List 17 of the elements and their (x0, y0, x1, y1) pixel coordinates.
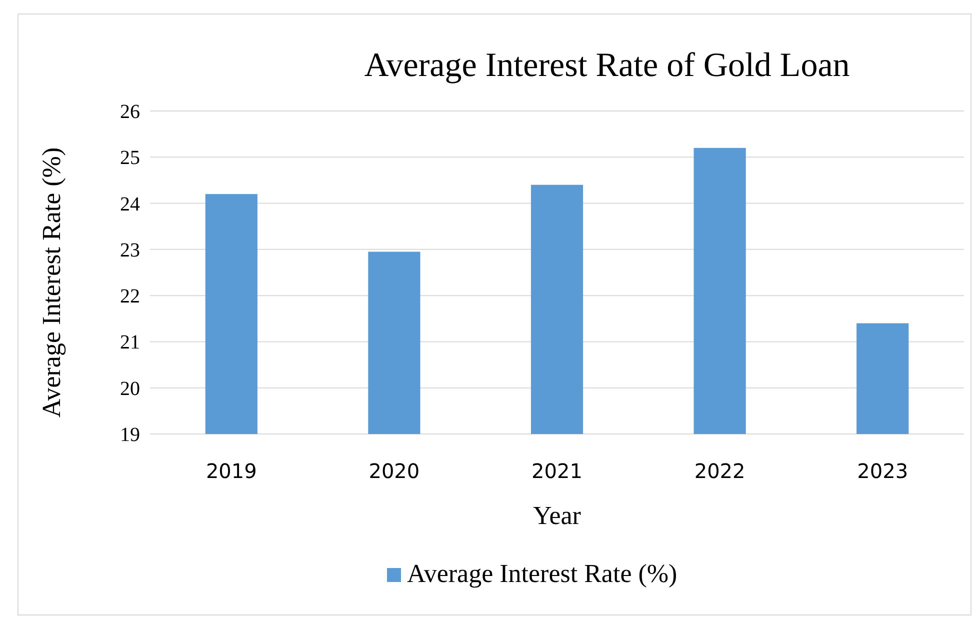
y-tick-label: 20 (120, 378, 140, 400)
x-tick-label: 2022 (694, 459, 746, 483)
x-tick-label: 2023 (857, 459, 908, 483)
y-tick-label: 21 (120, 332, 140, 354)
x-tick-label: 2021 (532, 459, 582, 483)
y-tick-label: 26 (120, 101, 140, 123)
x-axis-title: Year (533, 501, 582, 530)
chart-title: Average Interest Rate of Gold Loan (364, 47, 850, 84)
x-tick-label: 2020 (368, 459, 420, 483)
y-tick-label: 23 (120, 239, 140, 262)
legend-label: Average Interest Rate (%) (407, 559, 678, 588)
y-axis-title: Average Interest Rate (%) (37, 147, 66, 418)
x-tick-label: 2019 (206, 459, 257, 483)
y-tick-label: 19 (120, 424, 140, 446)
y-tick-label: 22 (120, 286, 140, 308)
y-tick-label: 24 (120, 193, 140, 216)
y-tick-label: 25 (120, 147, 140, 170)
